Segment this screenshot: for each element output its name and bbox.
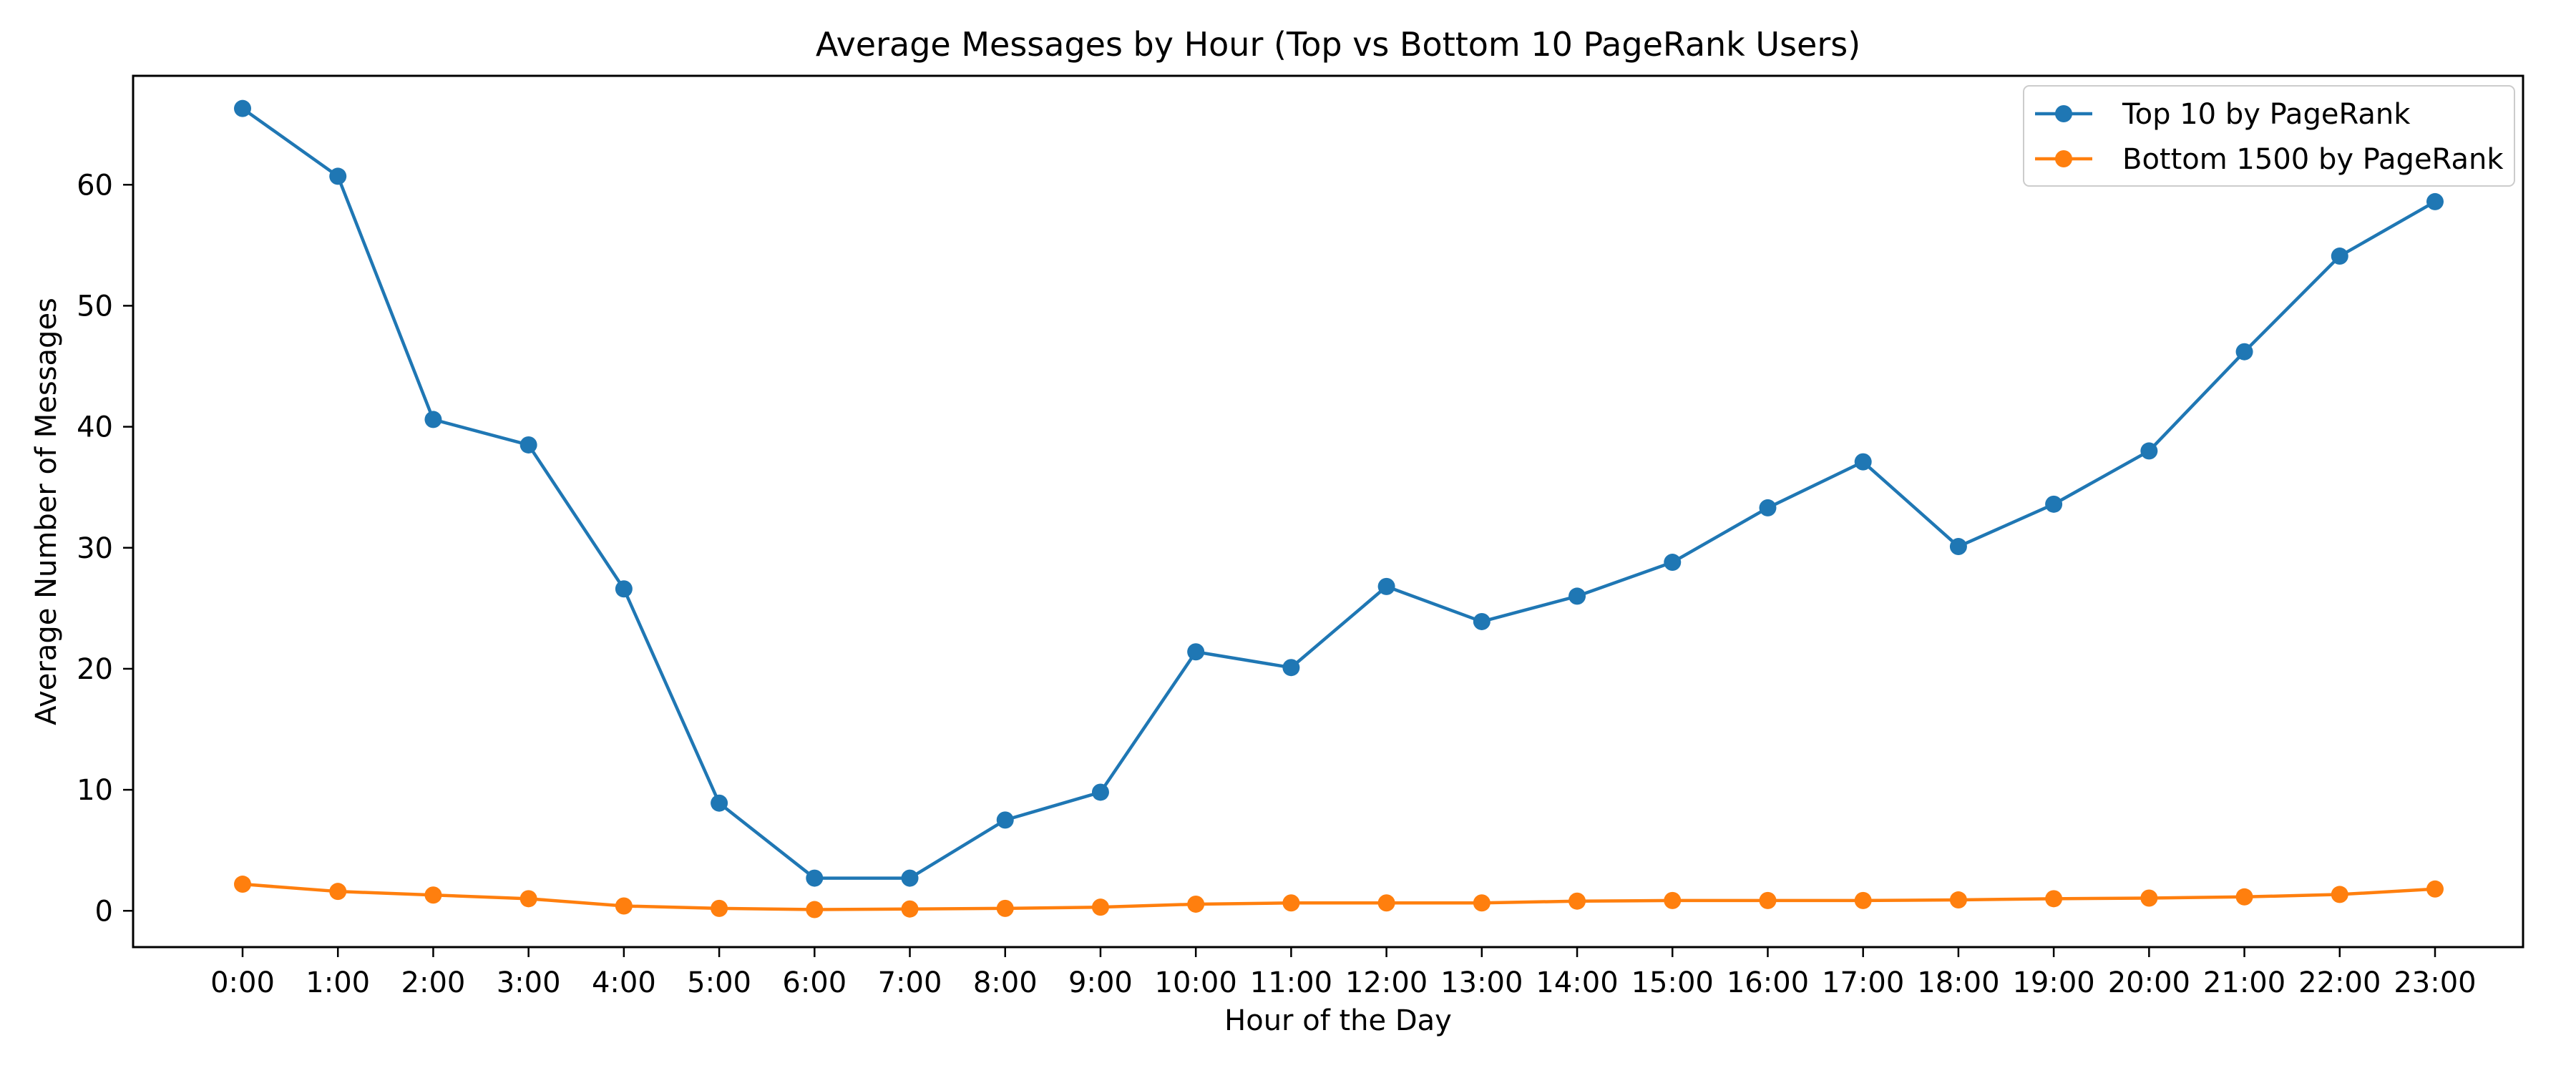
- series-1-point: [424, 411, 442, 428]
- x-tick-label: 1:00: [306, 966, 370, 999]
- x-tick-label: 19:00: [2012, 966, 2094, 999]
- series-1-point: [2045, 495, 2063, 513]
- x-axis-label: Hour of the Day: [1224, 1004, 1452, 1037]
- y-tick-label: 30: [77, 532, 113, 565]
- series-1-point: [2426, 192, 2444, 210]
- series-2-point: [901, 900, 919, 918]
- series-2-point: [1568, 892, 1586, 910]
- series-1-point: [1091, 783, 1109, 801]
- series-2-point: [2426, 880, 2444, 898]
- series-1-point: [1854, 453, 1872, 471]
- series-1-point: [901, 869, 919, 887]
- series-1-point: [1377, 577, 1395, 595]
- y-tick-label: 40: [77, 411, 113, 444]
- x-tick-label: 0:00: [210, 966, 275, 999]
- series-1-point: [1949, 538, 1967, 556]
- x-tick-label: 4:00: [592, 966, 656, 999]
- x-tick-label: 5:00: [687, 966, 751, 999]
- legend-marker-2: [2055, 150, 2072, 167]
- series-1-point: [711, 794, 728, 812]
- x-tick-label: 20:00: [2108, 966, 2190, 999]
- y-tick-label: 20: [77, 653, 113, 686]
- x-tick-label: 14:00: [1536, 966, 1618, 999]
- series-1-point: [806, 869, 824, 887]
- series-2-point: [234, 876, 251, 893]
- series-1-point: [996, 811, 1014, 829]
- x-tick-label: 8:00: [973, 966, 1038, 999]
- x-tick-label: 10:00: [1155, 966, 1237, 999]
- series-2-point: [1377, 894, 1395, 912]
- series-1-point: [2235, 343, 2253, 361]
- legend-box: [2023, 85, 2515, 187]
- chart-title: Average Messages by Hour (Top vs Bottom …: [816, 25, 1860, 64]
- series-2-point: [1949, 891, 1967, 909]
- series-2-point: [519, 890, 537, 908]
- series-1-point: [1473, 612, 1491, 630]
- series-2-point: [2045, 890, 2063, 908]
- y-axis-label: Average Number of Messages: [30, 298, 63, 725]
- series-2-point: [329, 883, 347, 901]
- series-1-point: [2331, 248, 2348, 265]
- x-tick-label: 23:00: [2394, 966, 2476, 999]
- series-2-point: [1759, 891, 1777, 909]
- legend-marker-1: [2055, 105, 2072, 122]
- legend-label-2: Bottom 1500 by PageRank: [2122, 143, 2504, 176]
- x-tick-label: 6:00: [782, 966, 847, 999]
- series-1-point: [519, 436, 537, 454]
- legend: Top 10 by PageRank Bottom 1500 by PageRan…: [2023, 85, 2515, 187]
- series-1-point: [1759, 499, 1777, 516]
- x-tick-label: 2:00: [401, 966, 466, 999]
- y-tick-label: 0: [95, 895, 113, 928]
- series-2-point: [2331, 886, 2348, 903]
- series-2-point: [2235, 888, 2253, 906]
- series-2-point: [1664, 891, 1682, 909]
- y-tick-label: 60: [77, 169, 113, 202]
- series-1-point: [2140, 442, 2158, 460]
- series-1-point: [1187, 643, 1205, 661]
- x-tick-label: 18:00: [1917, 966, 1999, 999]
- series-layer: [234, 99, 2444, 918]
- series-2-point: [1282, 894, 1300, 912]
- x-tick-label: 11:00: [1250, 966, 1332, 999]
- series-line-2: [240, 882, 2437, 911]
- series-2-point: [806, 901, 824, 918]
- series-2-point: [996, 899, 1014, 917]
- series-2-point: [1473, 894, 1491, 912]
- x-tick-label: 16:00: [1727, 966, 1809, 999]
- series-2-point: [2140, 889, 2158, 907]
- x-tick-label: 15:00: [1631, 966, 1714, 999]
- series-line-1: [240, 107, 2437, 880]
- series-2-point: [424, 886, 442, 904]
- series-2-point: [1091, 898, 1109, 916]
- x-tick-label: 12:00: [1345, 966, 1428, 999]
- x-tick-label: 7:00: [878, 966, 942, 999]
- x-tick-label: 9:00: [1068, 966, 1133, 999]
- series-2-point: [711, 899, 728, 917]
- series-1-point: [1664, 554, 1682, 572]
- x-tick-label: 17:00: [1822, 966, 1904, 999]
- plot-frame: [132, 74, 2524, 949]
- series-1-point: [329, 167, 347, 185]
- series-2-point: [1854, 891, 1872, 909]
- series-2-point: [615, 897, 633, 915]
- y-axis: 0 10 20 30 40 50 60: [77, 169, 133, 928]
- x-axis: 0:00 1:00 2:00 3:00 4:00 5:00 6:00 7:00 8:00 9:00…: [210, 947, 2477, 999]
- x-tick-label: 3:00: [497, 966, 561, 999]
- x-tick-label: 22:00: [2298, 966, 2381, 999]
- series-1-point: [615, 580, 633, 598]
- x-tick-label: 21:00: [2203, 966, 2285, 999]
- series-1-point: [1568, 587, 1586, 605]
- x-tick-label: 13:00: [1440, 966, 1523, 999]
- series-2-point: [1187, 895, 1205, 913]
- y-tick-label: 50: [77, 290, 113, 323]
- series-1-point: [1282, 659, 1300, 677]
- series-1-point: [234, 99, 251, 117]
- legend-label-1: Top 10 by PageRank: [2122, 98, 2411, 131]
- y-tick-label: 10: [77, 774, 113, 807]
